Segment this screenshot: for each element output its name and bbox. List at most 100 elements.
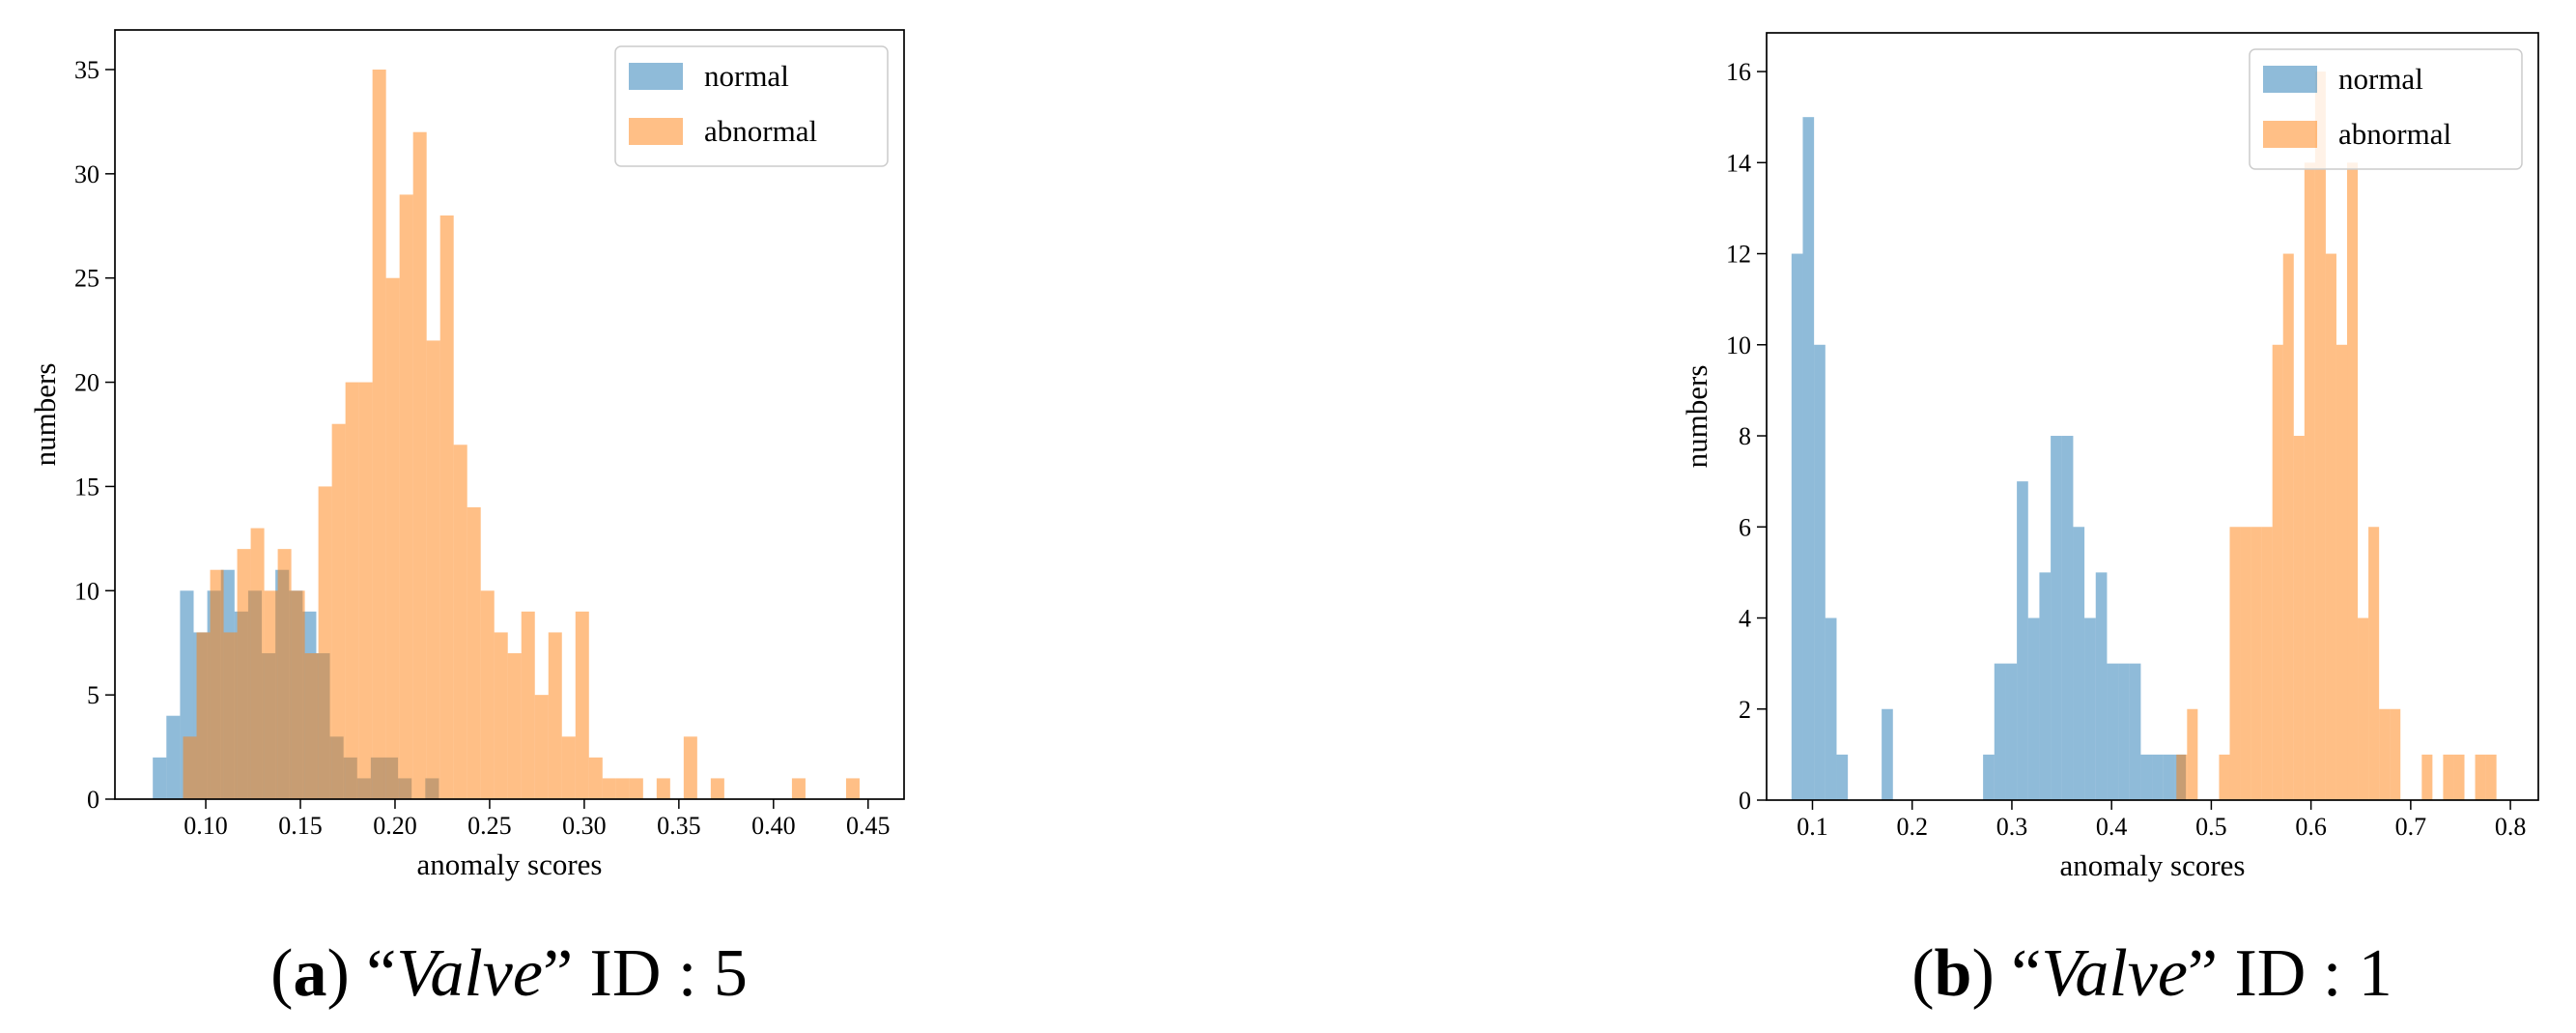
x-tick-label: 0.8	[2495, 813, 2527, 841]
histogram-bar	[2314, 72, 2326, 801]
histogram-bar	[2282, 253, 2294, 801]
legend-label: abnormal	[704, 114, 817, 148]
histogram-bar	[412, 131, 427, 799]
y-tick-label: 0	[1739, 787, 1751, 815]
plot-frame	[114, 29, 905, 800]
x-axis-label: anomaly scores	[2060, 848, 2246, 882]
histogram-bar	[2390, 708, 2401, 800]
y-tick-label: 8	[1739, 422, 1751, 450]
legend-swatch	[2263, 121, 2317, 148]
x-tick-label: 0.5	[2195, 813, 2227, 841]
histogram-bar	[264, 590, 278, 799]
histogram-bar	[2421, 754, 2433, 800]
y-tick-label: 5	[87, 681, 99, 709]
histogram-bar	[2129, 663, 2141, 800]
x-tick-label: 0.3	[1996, 813, 2028, 841]
histogram-bar	[166, 715, 181, 799]
histogram-bar	[2335, 344, 2348, 800]
histogram-bar	[372, 69, 386, 799]
caption: (a) “Valve” ID : 5	[270, 936, 748, 1011]
x-tick-label: 0.30	[562, 812, 607, 840]
y-axis-label: numbers	[28, 363, 62, 467]
histogram-bar	[453, 445, 467, 799]
legend-swatch	[629, 118, 683, 145]
legend-box	[2249, 48, 2523, 170]
histogram-bar	[1836, 754, 1849, 800]
y-tick-label: 16	[1726, 58, 1751, 86]
x-tick-label: 0.25	[467, 812, 512, 840]
x-tick-label: 0.40	[751, 812, 796, 840]
histogram-bar	[345, 382, 359, 799]
histogram-bar	[1814, 344, 1826, 800]
caption: (b) “Valve” ID : 1	[1911, 936, 2392, 1011]
histogram-bar	[2073, 527, 2085, 800]
histogram-bar	[1994, 663, 2006, 800]
histogram-bar	[331, 423, 346, 799]
legend-label: normal	[704, 59, 789, 93]
x-tick-label: 0.10	[184, 812, 228, 840]
x-tick-label: 0.6	[2295, 813, 2327, 841]
legend-swatch	[2263, 66, 2317, 93]
caption-part: ” ID : 5	[543, 936, 748, 1011]
caption-part: ) “	[326, 936, 396, 1011]
caption-part: a	[293, 936, 326, 1011]
histogram-bar	[2475, 754, 2486, 800]
legend-label: abnormal	[2338, 117, 2451, 151]
histogram-bar	[2084, 617, 2096, 800]
histogram-bar	[399, 194, 413, 799]
y-tick-label: 15	[74, 473, 99, 501]
histogram-bar	[277, 549, 292, 799]
x-tick-label: 0.35	[657, 812, 701, 840]
histogram-bar	[1983, 754, 1995, 800]
histogram-bar	[2453, 754, 2465, 800]
y-tick-label: 0	[87, 786, 99, 814]
histogram-bar	[467, 506, 481, 799]
histogram-bar	[507, 652, 522, 799]
histogram-bar	[2347, 162, 2359, 800]
y-tick-label: 10	[74, 577, 99, 605]
legend-box	[614, 45, 889, 167]
plot-frame	[1766, 32, 2539, 801]
histogram-bar	[2261, 527, 2273, 800]
y-axis-label: numbers	[1680, 365, 1713, 469]
histogram-bar	[2368, 527, 2380, 800]
histogram-bar	[291, 590, 305, 799]
histogram-bar	[2005, 663, 2018, 800]
caption-part: Valve	[2041, 936, 2188, 1011]
x-tick-label: 0.20	[373, 812, 417, 840]
histogram-bar	[210, 569, 224, 799]
histogram-bar	[710, 778, 724, 799]
histogram-bar	[2358, 617, 2369, 800]
y-tick-label: 20	[74, 369, 99, 397]
subfigure: 0.10 0.15 0.20 0.25 0.30 0.35 0.40 0.45 0 5 10 15 20…	[28, 29, 905, 1011]
histogram-bar	[494, 632, 508, 799]
histogram-bar	[575, 611, 589, 799]
histogram-bar	[561, 736, 576, 799]
subfigure: 0.1 0.2 0.3 0.4 0.5 0.6 0.7 0.8 0 2 4 6 8 10 12 14 16 ano…	[1680, 32, 2539, 1011]
histogram-bar	[223, 632, 238, 799]
legend: normal abnormal	[2249, 48, 2523, 170]
histogram-bar	[2272, 344, 2283, 800]
histogram-bar	[2443, 754, 2454, 800]
histogram-bar	[426, 340, 440, 799]
caption-part: Valve	[396, 936, 543, 1011]
histogram-bar	[2304, 162, 2315, 800]
y-tick-label: 10	[1726, 331, 1751, 359]
histogram-bar	[602, 778, 616, 799]
histogram-bar	[548, 632, 562, 799]
caption-part: ” ID : 1	[2188, 936, 2392, 1011]
histogram-bar	[2051, 436, 2062, 800]
x-tick-label: 0.2	[1896, 813, 1928, 841]
histogram-bar	[2250, 527, 2262, 800]
x-axis-label: anomaly scores	[417, 847, 603, 881]
x-tick-label: 0.45	[846, 812, 891, 840]
x-tick-label: 0.4	[2096, 813, 2128, 841]
y-tick-label: 14	[1726, 149, 1751, 177]
caption-part: ) “	[1971, 936, 2041, 1011]
histogram-bar	[2293, 436, 2305, 800]
histogram-bar	[791, 778, 806, 799]
caption-part: (	[1911, 936, 1934, 1011]
caption-part: (	[270, 936, 293, 1011]
